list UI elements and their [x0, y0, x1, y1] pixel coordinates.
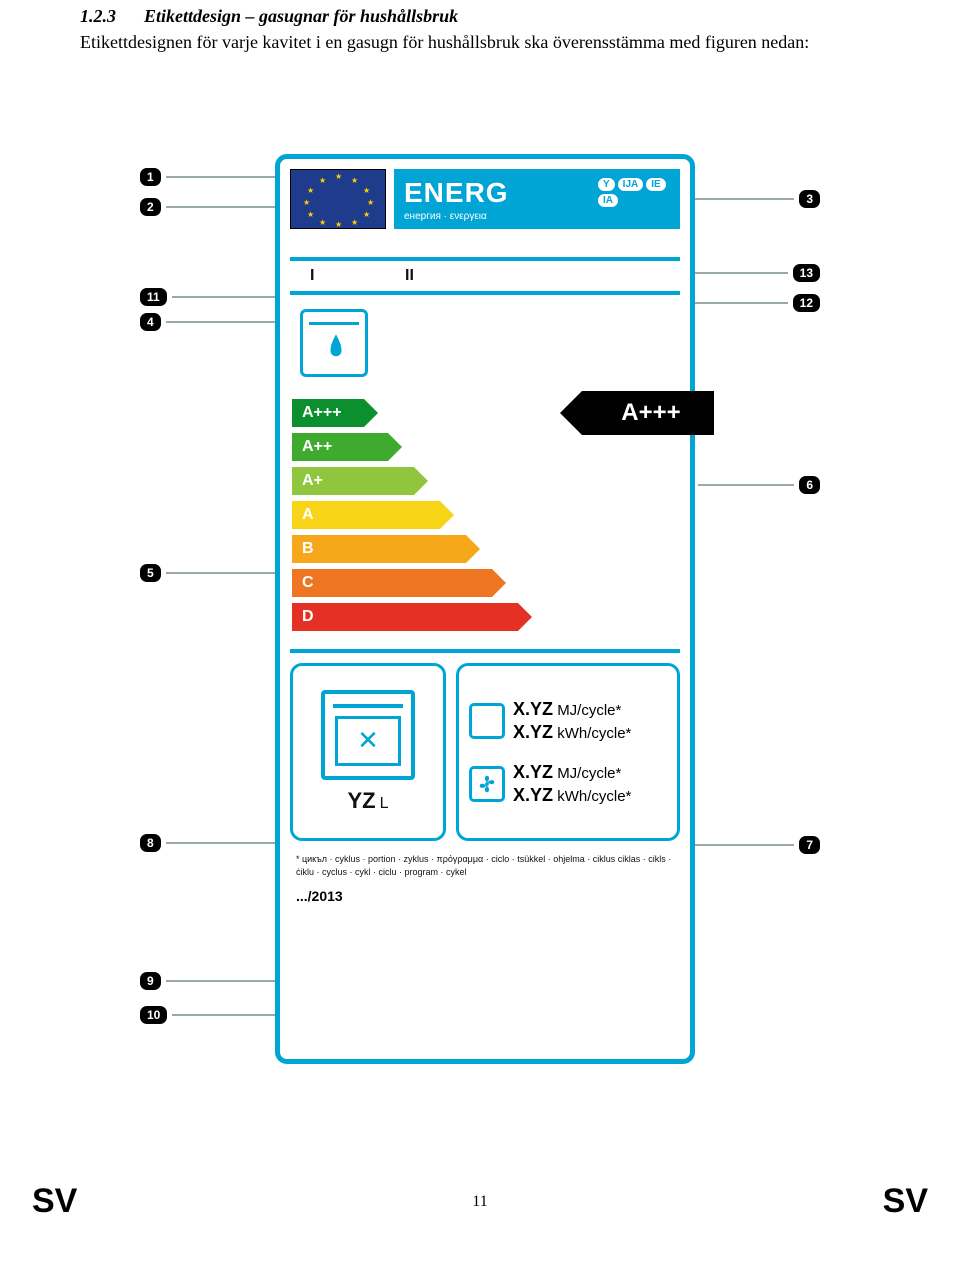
callout-12: 12 — [793, 294, 820, 312]
mark-2: II — [405, 267, 414, 285]
callout-9: 9 — [140, 972, 161, 990]
mark-1: I — [310, 267, 314, 285]
divider — [290, 291, 680, 295]
callout-6: 6 — [799, 476, 820, 494]
oven-cavity-icon: ✕ — [321, 690, 415, 780]
energy-bar: B — [292, 535, 466, 563]
fan-icon — [469, 766, 505, 802]
energy-bar: A+++ — [292, 399, 364, 427]
divider — [290, 257, 680, 261]
page-number: 11 — [472, 1193, 487, 1211]
callout-7: 7 — [799, 836, 820, 854]
callout-8: 8 — [140, 834, 161, 852]
divider — [290, 649, 680, 653]
supplier-model-row: I II — [290, 267, 680, 291]
fan-row: X.YZ MJ/cycle* X.YZ kWh/cycle* — [469, 761, 667, 807]
energy-bar: D — [292, 603, 518, 631]
footer-right: SV — [883, 1182, 928, 1221]
consumption-panel: X.YZ MJ/cycle* X.YZ kWh/cycle* X.YZ MJ/c… — [456, 663, 680, 841]
conventional-icon — [469, 703, 505, 739]
energy-bar: A++ — [292, 433, 388, 461]
energ-banner: ENERG Y IJA IE IA енергия · ενεργεια — [394, 169, 680, 229]
lower-panels: ✕ YZL X.YZ MJ/cycle* X.YZ kWh/cycle* — [290, 663, 680, 841]
energ-subtitle: енергия · ενεργεια — [404, 211, 670, 222]
callout-5: 5 — [140, 564, 161, 582]
class-arrow: A+++ — [582, 391, 714, 435]
label-diagram: 1 2 11 4 5 8 9 10 3 13 12 6 7 — [80, 66, 880, 1126]
energy-class-bars: A+++ A+++A++A+ABCD — [292, 399, 678, 637]
callout-4: 4 — [140, 313, 161, 331]
label-header: ★ ★ ★ ★ ★ ★ ★ ★ ★ ★ ★ ★ — [280, 159, 690, 237]
cycle-footnote: * цикъл · cyklus · portion · zyklus · πρ… — [296, 853, 674, 877]
conventional-row: X.YZ MJ/cycle* X.YZ kWh/cycle* — [469, 698, 667, 744]
energ-word: ENERG — [404, 177, 509, 209]
energy-label: ★ ★ ★ ★ ★ ★ ★ ★ ★ ★ ★ ★ — [275, 154, 695, 1064]
callout-13: 13 — [793, 264, 820, 282]
volume-panel: ✕ YZL — [290, 663, 446, 841]
page-footer: SV 11 SV — [0, 1166, 960, 1241]
callout-1: 1 — [140, 168, 161, 186]
footer-left: SV — [32, 1182, 77, 1221]
gas-oven-icon — [300, 309, 368, 377]
body-text: Etikettdesignen för varje kavitet i en g… — [80, 31, 880, 54]
callout-10: 10 — [140, 1006, 167, 1024]
heading-number: 1.2.3 — [80, 6, 116, 26]
energ-suffixes: Y IJA IE IA — [598, 178, 670, 207]
section-heading: 1.2.3 Etikettdesign – gasugnar för hushå… — [80, 6, 880, 27]
eu-flag-icon: ★ ★ ★ ★ ★ ★ ★ ★ ★ ★ ★ ★ — [290, 169, 386, 229]
energy-bar: A — [292, 501, 440, 529]
heading-text: Etikettdesign – gasugnar för hushållsbru… — [144, 6, 458, 26]
energy-bar: C — [292, 569, 492, 597]
energy-bar: A+ — [292, 467, 414, 495]
volume-value: YZL — [347, 788, 388, 814]
callout-11: 11 — [140, 288, 167, 306]
regulation-number: .../2013 — [296, 888, 674, 904]
callout-2: 2 — [140, 198, 161, 216]
callout-3: 3 — [799, 190, 820, 208]
